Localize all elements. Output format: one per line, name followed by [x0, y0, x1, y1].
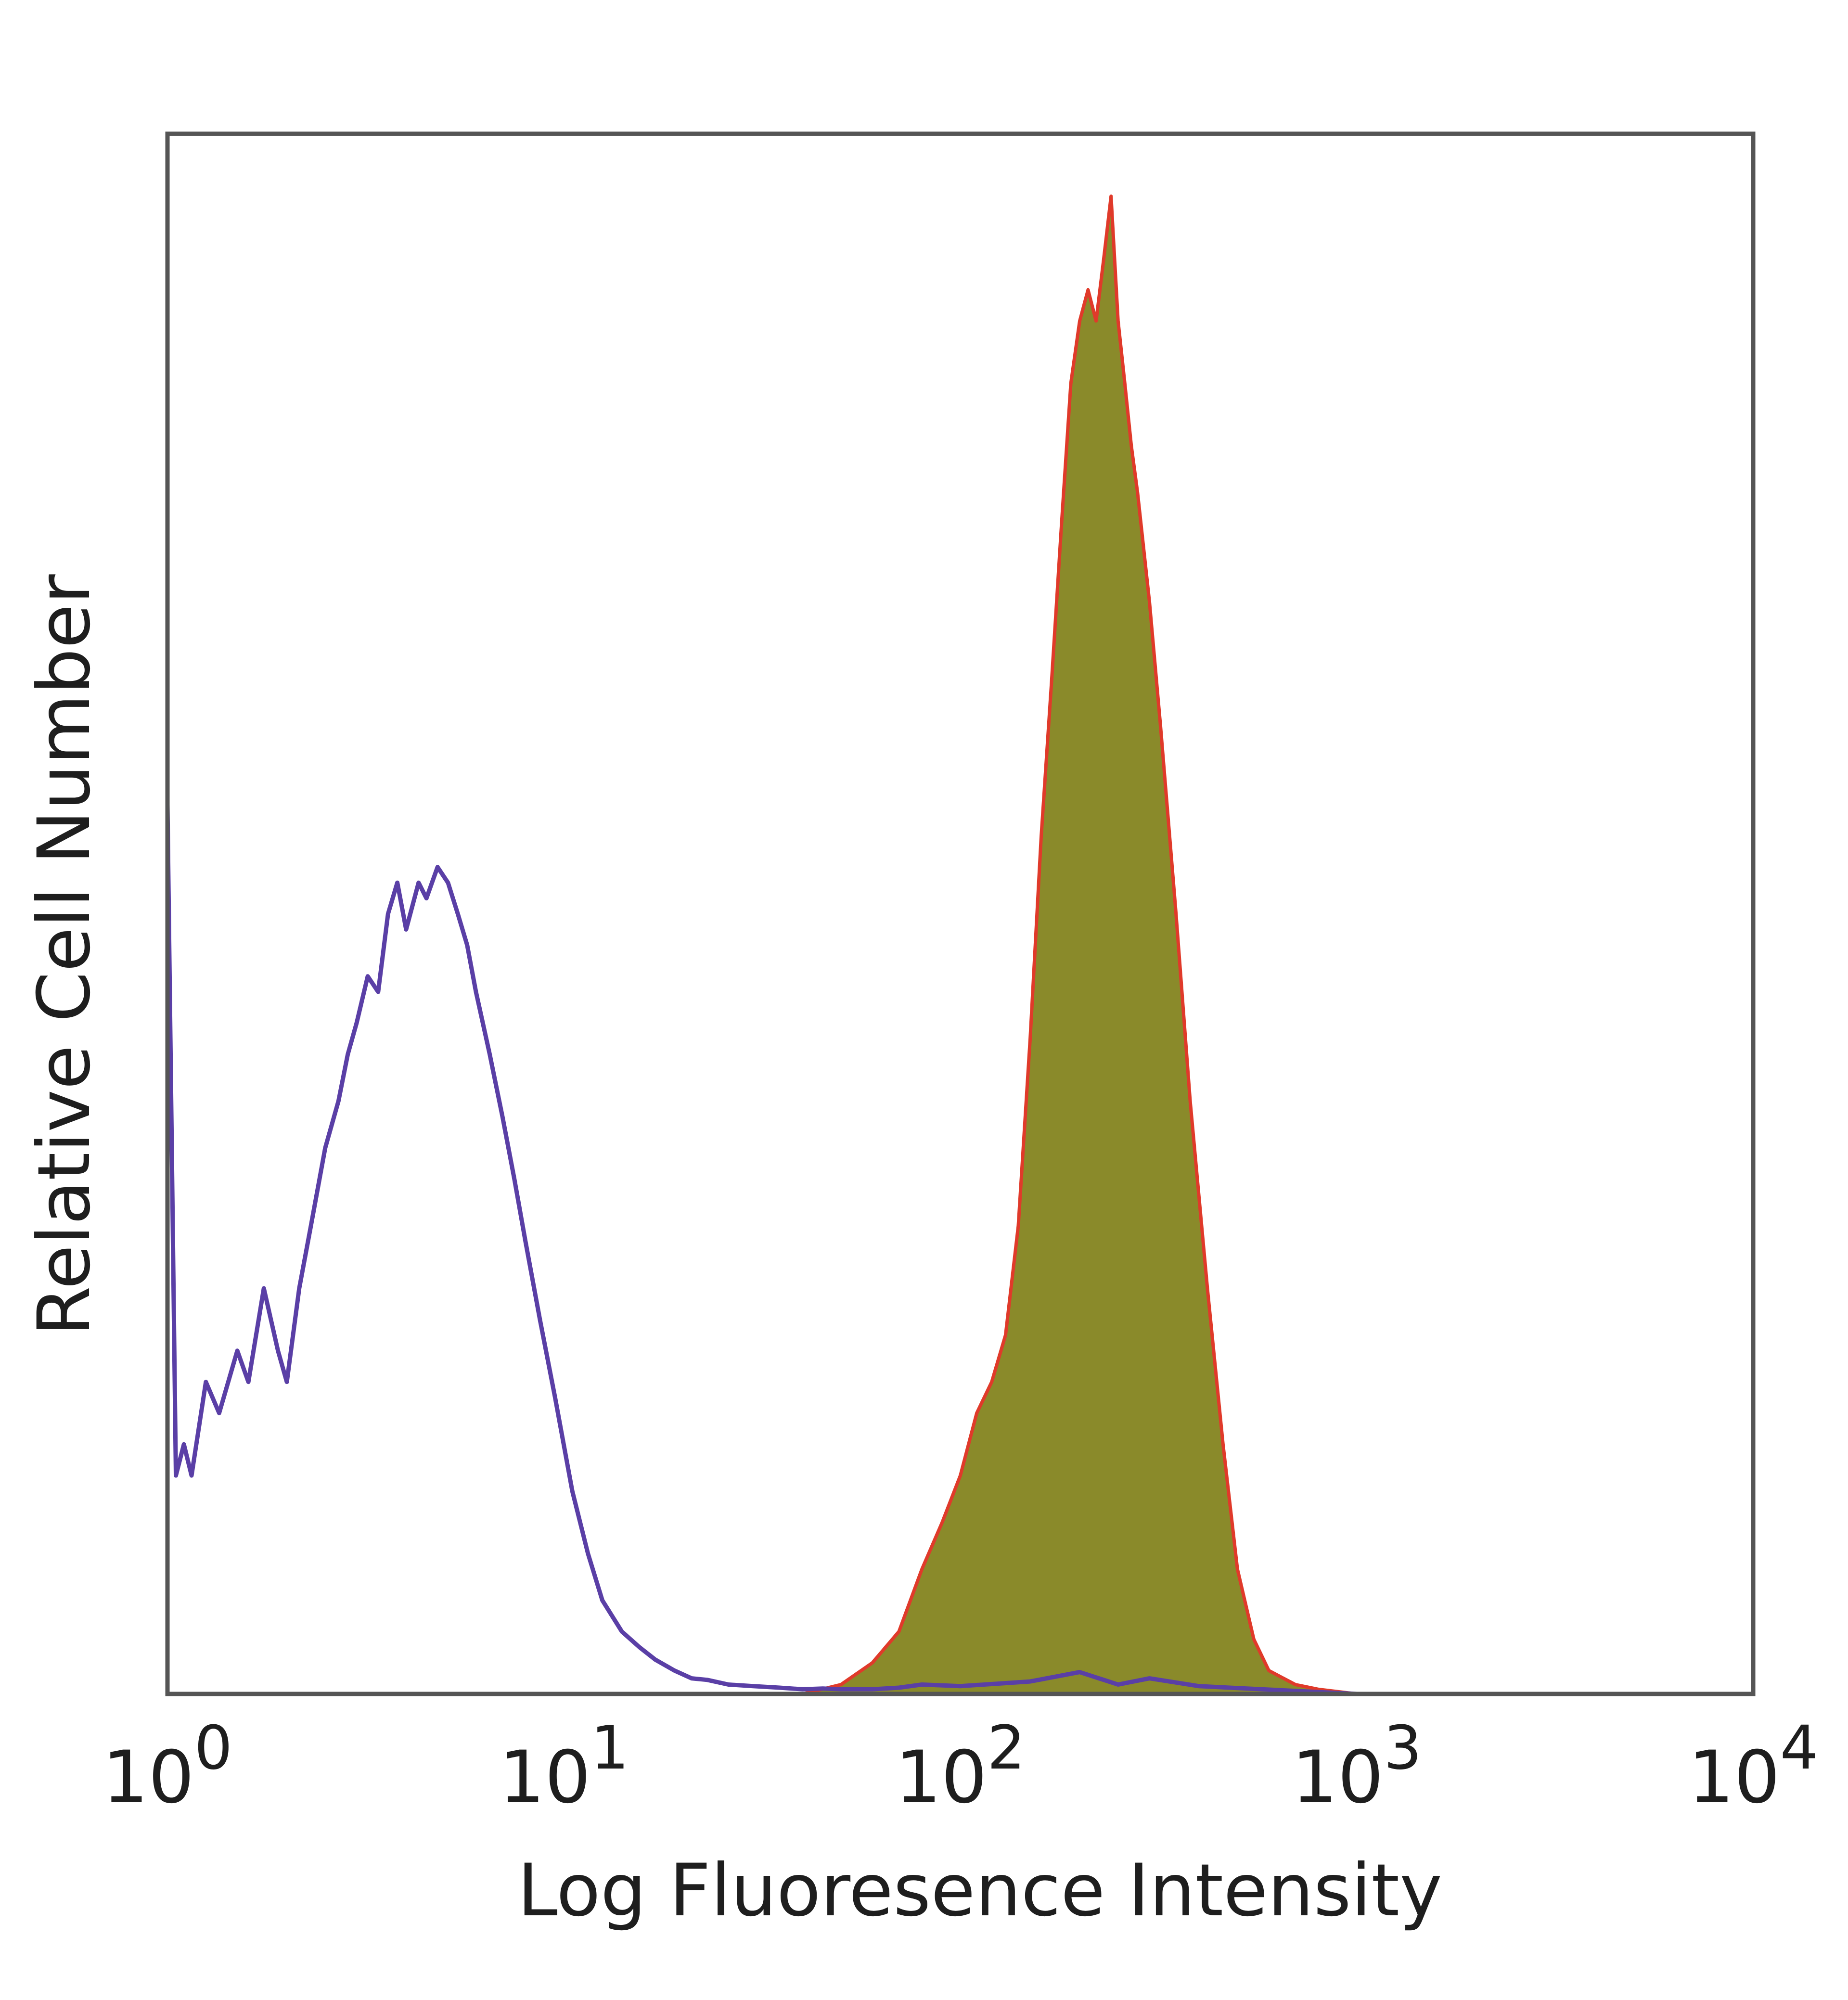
- x-tick-labels: 100 101 102 103 104: [103, 1713, 1818, 1820]
- x-axis-label: Log Fluoresence Intensity: [517, 1849, 1442, 1933]
- y-axis-label: Relative Cell Number: [23, 574, 106, 1336]
- x-tick-label-4: 104: [1688, 1713, 1818, 1820]
- series-0-line: [165, 805, 1753, 1696]
- x-tick-label-2: 102: [895, 1713, 1025, 1820]
- plot-frame: [165, 131, 1756, 1696]
- x-tick-label-1: 101: [499, 1713, 629, 1820]
- series-1-outline: [802, 194, 1357, 1696]
- x-tick-label-0: 100: [103, 1713, 232, 1820]
- series-1-area: [802, 196, 1357, 1694]
- x-tick-label-3: 103: [1292, 1713, 1422, 1820]
- series-layer: [165, 194, 1753, 1696]
